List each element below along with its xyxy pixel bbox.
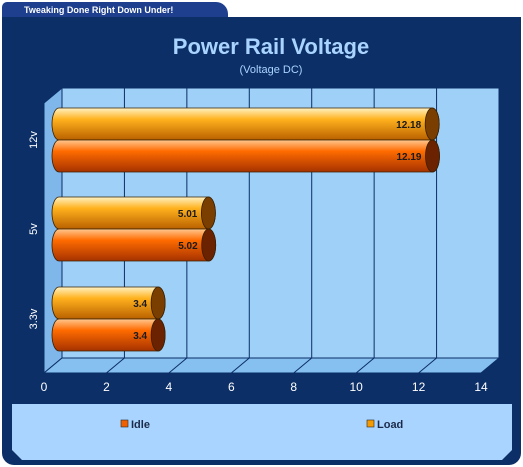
y-category-label: 12v [28,131,40,149]
bar-end-cap [201,228,217,262]
bar-end-cap [150,318,166,352]
legend-label-load: Load [377,419,403,431]
legend-panel [12,404,512,460]
bar-end-cap [424,107,440,141]
x-tick-label: 4 [166,380,173,394]
y-category-label: 5v [28,223,40,235]
plot-floor [42,357,501,374]
gridline-floor [418,357,437,374]
gridline-floor [168,357,188,374]
data-label: 12.18 [396,120,421,131]
x-tick-label: 6 [228,380,235,394]
legend-swatch-load [366,419,375,428]
bar-idle [51,318,166,352]
x-tick-label: 0 [41,380,48,394]
legend-label-idle: Idle [131,419,150,431]
site-tab: Tweaking Done Right Down Under! [2,2,228,18]
x-tick-labels: 0 2 4 6 8 10 12 14 [41,380,488,394]
data-label: 3.4 [133,331,147,342]
data-label: 3.4 [133,299,147,310]
bar-end-cap [150,286,166,320]
chart-subtitle: (Voltage DC) [240,64,303,76]
x-tick-label: 14 [474,380,488,394]
data-label: 12.19 [396,152,421,163]
y-category-labels: 12v 5v 3.3v [28,131,40,330]
x-tick-label: 10 [349,380,363,394]
data-label: 5.01 [178,209,198,220]
y-category-label: 3.3v [28,308,40,329]
bar-end-cap [200,196,216,230]
gridline-floor [355,357,375,374]
legend-swatch-idle [120,419,129,428]
gridline-floor [293,357,313,374]
data-label: 5.02 [178,241,198,252]
gridline-floor [106,357,125,374]
bar-idle [51,139,440,173]
bar-end-cap [425,139,440,173]
x-tick-label: 8 [290,380,297,394]
gridline-floor [230,357,250,374]
bar-load [51,286,166,320]
x-tick-label: 2 [103,380,110,394]
x-tick-label: 12 [412,380,426,394]
bars-group: 12.18 12.19 5.01 5.02 3.4 3.4 [51,107,440,352]
chart-title: Power Rail Voltage [173,34,369,59]
site-tagline: Tweaking Done Right Down Under! [24,5,174,15]
bar-load [51,107,440,141]
